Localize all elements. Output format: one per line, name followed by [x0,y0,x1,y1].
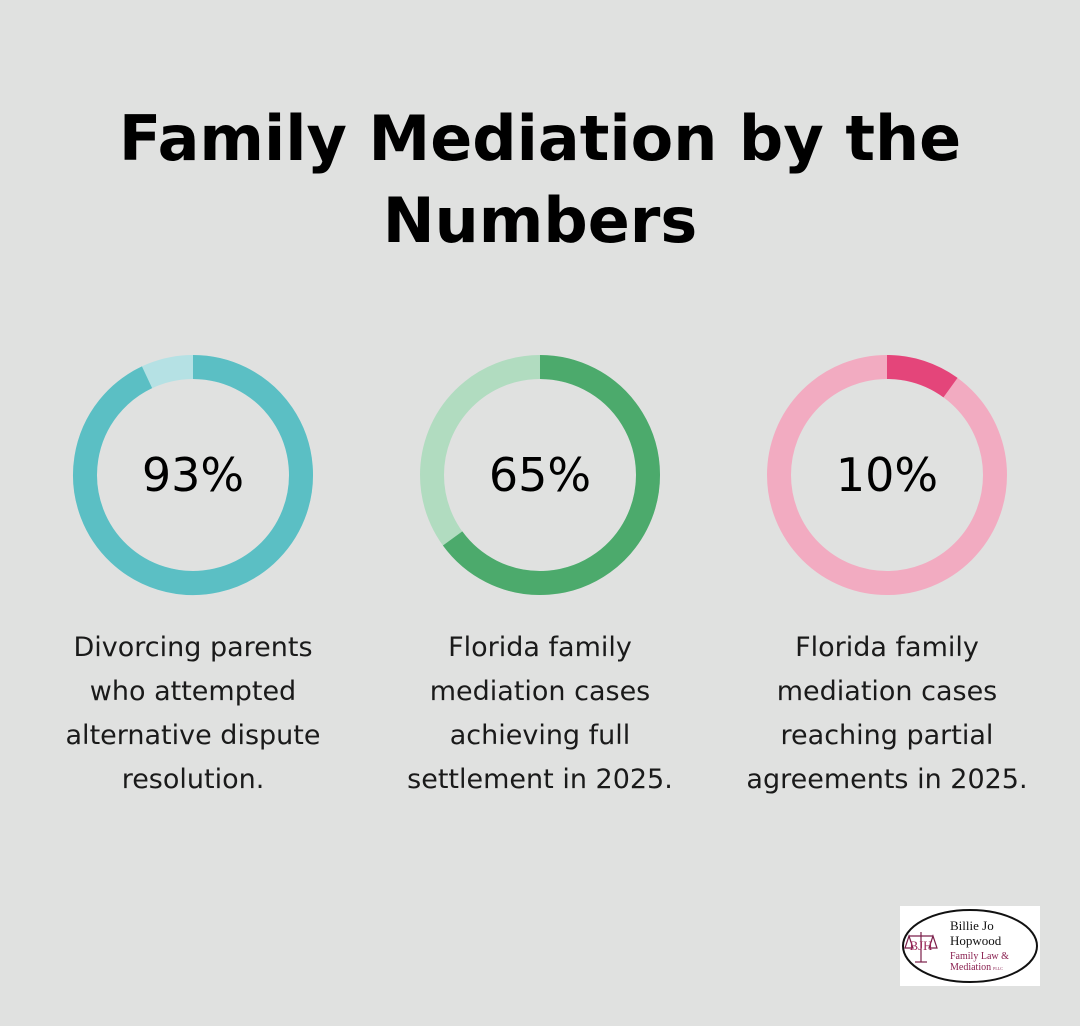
donut-chart-2: 65% [420,355,660,595]
donut-value-arc [886,355,958,398]
logo-line-2: Hopwood [950,933,1002,948]
logo-suffix: PLLC [993,966,1003,971]
donut-percent-label: 10% [836,448,938,502]
donut-percent-label: 65% [489,448,591,502]
stat-card-1: 93% Divorcing parents who attempted alte… [43,350,343,802]
donut-value-arc [73,355,313,595]
stat-description: Divorcing parents who attempted alternat… [65,632,321,795]
page-title: Family Mediation by the Numbers [118,102,962,257]
donut-chart-3: 10% [767,355,1007,595]
stat-card-3: 10% Florida family mediation cases reach… [737,350,1037,802]
stat-description: Florida family mediation cases reaching … [746,632,1028,795]
stat-description: Florida family mediation cases achieving… [407,632,673,795]
logo-monogram: BJH [909,938,932,953]
logo-line-1: Billie Jo [950,918,994,933]
logo-line-4-text: Mediation [950,962,991,973]
logo-mark: BJH Billie Jo Hopwood Family Law & Media… [902,909,1038,983]
donut-value-arc [442,355,660,595]
donut-chart-1: 93% [73,355,313,595]
donut-percent-label: 93% [142,448,244,502]
logo-line-4: Mediation PLLC [950,962,1003,973]
scales-of-justice-icon [904,932,938,963]
company-logo: BJH Billie Jo Hopwood Family Law & Media… [900,906,1040,986]
stat-card-2: 65% Florida family mediation cases achie… [390,350,690,802]
logo-line-3: Family Law & [950,951,1009,962]
